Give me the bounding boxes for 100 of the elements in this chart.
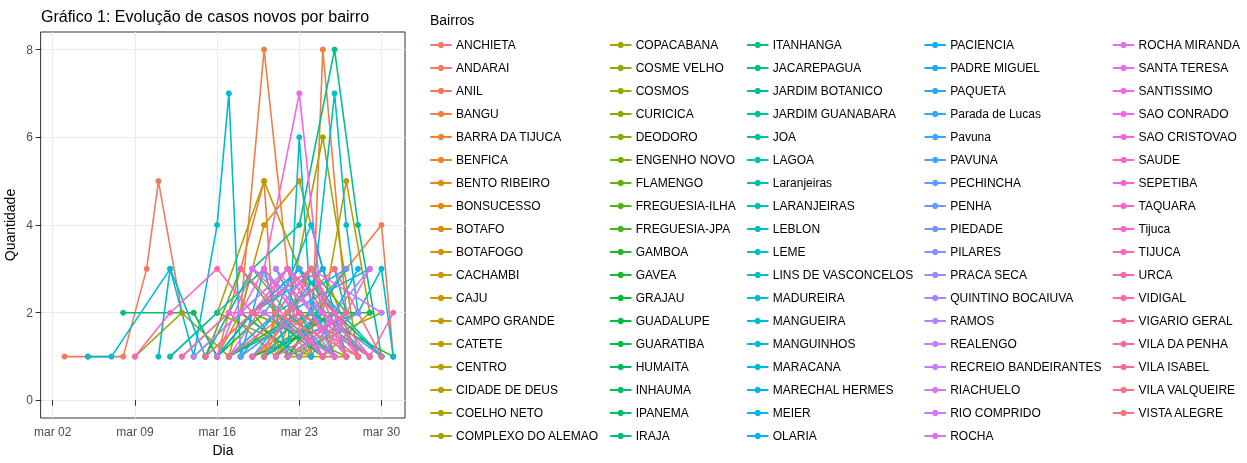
chart-title: Gráfico 1: Evolução de casos novos por bairro <box>41 7 370 25</box>
legend-label: GUADALUPE <box>635 314 710 328</box>
legend-label: CAJU <box>456 291 488 305</box>
legend-label: VIGARIO GERAL <box>1138 314 1233 328</box>
legend-label: LEME <box>772 245 806 259</box>
legend-label: GRAJAU <box>635 291 685 305</box>
legend-label: ANDARAI <box>456 61 510 75</box>
legend-label: Parada de Lucas <box>950 107 1041 121</box>
x-tick-label: mar 23 <box>280 425 319 439</box>
legend-label: VILA ISABEL <box>1138 360 1210 374</box>
legend-label: PRACA SECA <box>950 268 1027 282</box>
legend-label: MANGUEIRA <box>772 314 846 328</box>
legend-label: VILA VALQUEIRE <box>1138 383 1236 397</box>
legend-label: BENFICA <box>456 153 509 167</box>
legend-label: RECREIO BANDEIRANTES <box>950 360 1102 374</box>
legend-label: JACAREPAGUA <box>772 61 862 75</box>
legend-label: URCA <box>1138 268 1173 282</box>
legend-label: SANTA TERESA <box>1138 61 1229 75</box>
legend-label: JARDIM GUANABARA <box>772 107 897 121</box>
legend-label: CENTRO <box>456 360 507 374</box>
legend-label: FLAMENGO <box>635 176 704 190</box>
legend-label: PADRE MIGUEL <box>950 61 1041 75</box>
legend-label: PECHINCHA <box>950 176 1021 190</box>
legend-label: SEPETIBA <box>1138 176 1198 190</box>
legend-label: CURICICA <box>635 107 694 121</box>
legend-label: INHAUMA <box>635 383 692 397</box>
legend-label: FREGUESIA-ILHA <box>635 199 736 213</box>
legend-title: Bairros <box>430 12 475 28</box>
legend-label: CATETE <box>456 337 503 351</box>
legend-label: MADUREIRA <box>772 291 845 305</box>
legend-label: IPANEMA <box>635 406 689 420</box>
legend-label: MANGUINHOS <box>772 337 856 351</box>
legend-label: JARDIM BOTANICO <box>772 84 883 98</box>
legend-label: COPACABANA <box>635 38 719 52</box>
legend-label: COSMOS <box>635 84 690 98</box>
legend-label: MARACANA <box>772 360 841 374</box>
legend-label: PAVUNA <box>950 153 998 167</box>
legend-label: LARANJEIRAS <box>772 199 855 213</box>
legend-label: BARRA DA TIJUCA <box>456 130 562 144</box>
legend-label: COSME VELHO <box>635 61 724 75</box>
legend-label: MEIER <box>772 406 812 420</box>
legend-label: Tijuca <box>1138 222 1171 236</box>
legend-label: COELHO NETO <box>456 406 544 420</box>
legend-label: OLARIA <box>772 429 817 443</box>
legend-label: BOTAFO <box>456 222 505 236</box>
legend-label: HUMAITA <box>635 360 689 374</box>
legend-label: PACIENCIA <box>950 38 1014 52</box>
legend-label: GAMBOA <box>635 245 689 259</box>
legend-label: LINS DE VASCONCELOS <box>772 268 914 282</box>
legend-label: GUARATIBA <box>635 337 705 351</box>
legend-label: ROCHA <box>950 429 994 443</box>
legend-label: PIEDADE <box>950 222 1003 236</box>
y-tick-label: 8 <box>26 42 34 57</box>
legend-label: BENTO RIBEIRO <box>456 176 550 190</box>
legend-label: RAMOS <box>950 314 995 328</box>
legend-label: JOA <box>772 130 797 144</box>
x-axis-title: Dia <box>212 441 234 458</box>
x-tick-label: mar 30 <box>362 425 401 439</box>
legend-label: PENHA <box>950 199 992 213</box>
legend-label: ENGENHO NOVO <box>635 153 736 167</box>
legend-label: TAQUARA <box>1138 199 1196 213</box>
x-tick-label: mar 16 <box>198 425 237 439</box>
legend-label: LEBLON <box>772 222 821 236</box>
legend-label: BONSUCESSO <box>456 199 541 213</box>
x-tick-label: mar 02 <box>34 425 72 439</box>
legend-label: SAO CONRADO <box>1138 107 1229 121</box>
legend-label: CAMPO GRANDE <box>456 314 555 328</box>
legend-label: IRAJA <box>635 429 670 443</box>
legend-label: LAGOA <box>772 153 815 167</box>
legend-label: MARECHAL HERMES <box>772 383 894 397</box>
legend-label: REALENGO <box>950 337 1017 351</box>
legend-label: VIDIGAL <box>1138 291 1187 305</box>
legend-label: RIO COMPRIDO <box>950 406 1041 420</box>
y-axis-title: Quantidade <box>2 188 18 262</box>
y-tick-label: 4 <box>26 218 34 232</box>
legend-label: SAUDE <box>1138 153 1180 167</box>
legend-label: TIJUCA <box>1138 245 1181 259</box>
legend-label: ANIL <box>456 84 483 98</box>
legend-label: PILARES <box>950 245 1001 259</box>
legend-label: VISTA ALEGRE <box>1138 406 1224 420</box>
legend-label: CIDADE DE DEUS <box>456 383 559 397</box>
legend-label: BOTAFOGO <box>456 245 524 259</box>
legend-label: COMPLEXO DO ALEMAO <box>456 429 599 443</box>
legend-label: VILA DA PENHA <box>1138 337 1228 351</box>
legend-label: ANCHIETA <box>456 38 516 52</box>
legend-label: GAVEA <box>635 268 677 282</box>
y-tick-label: 0 <box>26 393 34 408</box>
legend-label: Pavuna <box>950 130 992 144</box>
legend-label: BANGU <box>456 107 499 121</box>
x-tick-label: mar 09 <box>116 425 154 439</box>
legend-label: RIACHUELO <box>950 383 1021 397</box>
legend-label: FREGUESIA-JPA <box>635 222 731 236</box>
legend-label: CACHAMBI <box>456 268 520 282</box>
legend-label: PAQUETA <box>950 84 1006 98</box>
legend-label: ROCHA MIRANDA <box>1138 38 1240 52</box>
legend-label: Laranjeiras <box>772 176 833 190</box>
legend-label: SANTISSIMO <box>1138 84 1213 98</box>
legend-label: ITANHANGA <box>772 38 842 52</box>
legend-label: DEODORO <box>635 130 698 144</box>
legend-label: SAO CRISTOVAO <box>1138 130 1237 144</box>
